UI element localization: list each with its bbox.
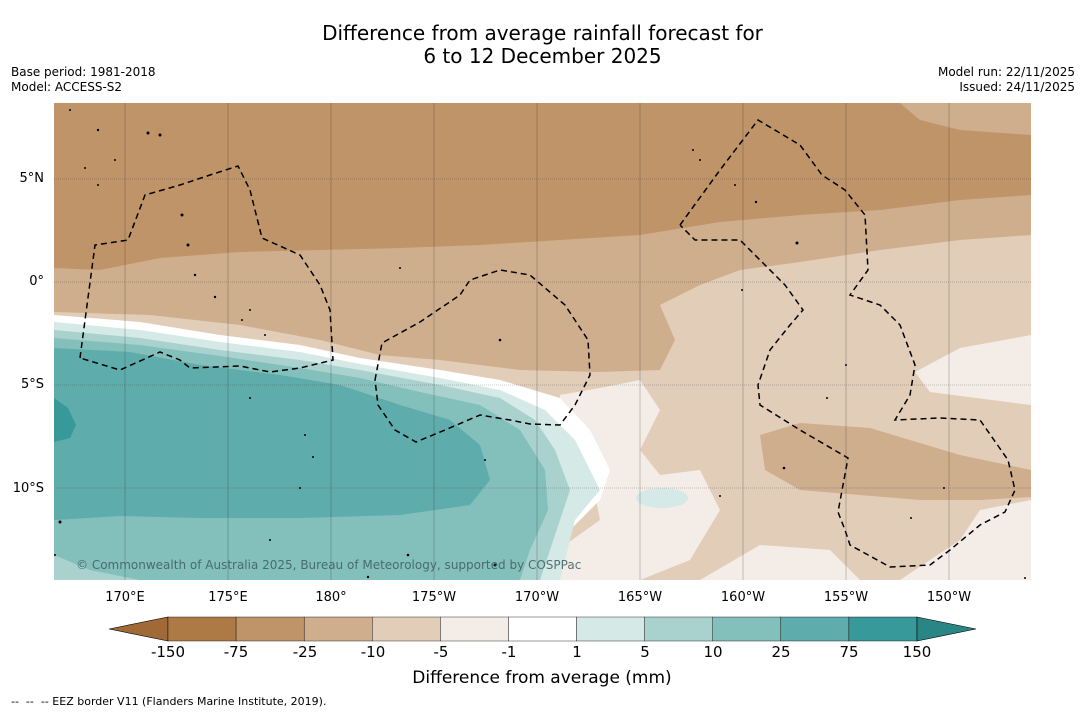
graticule bbox=[54, 103, 1031, 580]
band-dark-teal bbox=[54, 398, 76, 442]
colorbar-bins bbox=[167, 616, 918, 642]
cb-label-8: 10 bbox=[703, 643, 723, 661]
model-run: Model run: 22/11/2025 bbox=[937, 65, 1075, 79]
lon-tick-155w: 155°W bbox=[823, 590, 869, 605]
band-dark-tan bbox=[54, 103, 1031, 270]
lat-tick-5s: 5°S bbox=[20, 377, 44, 392]
lon-tick-160w: 160°W bbox=[720, 590, 766, 605]
colorbar-bin-7 bbox=[644, 616, 713, 642]
cb-label-5: -1 bbox=[501, 643, 517, 661]
cb-label-0: -150 bbox=[150, 643, 186, 661]
colorbar-bin-6 bbox=[576, 616, 645, 642]
islands bbox=[54, 109, 1026, 579]
title-line-2: 6 to 12 December 2025 bbox=[423, 44, 662, 68]
map-fill bbox=[54, 103, 1031, 580]
chart-title: Difference from average rainfall forecas… bbox=[0, 22, 1085, 68]
lon-tick-170w: 170°W bbox=[514, 590, 560, 605]
cb-label-11: 150 bbox=[902, 643, 932, 661]
cb-label-1: -75 bbox=[223, 643, 249, 661]
title-line-1: Difference from average rainfall forecas… bbox=[322, 21, 763, 45]
cb-label-7: 5 bbox=[640, 643, 650, 661]
colorbar-bin-5 bbox=[508, 616, 577, 642]
colorbar-bin-9 bbox=[780, 616, 850, 642]
issued-date: Issued: 24/11/2025 bbox=[959, 80, 1075, 94]
blob-pale-teal bbox=[636, 488, 688, 508]
colorbar-bin-10 bbox=[848, 616, 918, 642]
lon-tick-170e: 170°E bbox=[105, 590, 145, 605]
lat-tick-10s: 10°S bbox=[12, 481, 44, 496]
rainfall-map bbox=[54, 103, 1031, 580]
colorbar-under-arrow bbox=[108, 616, 169, 642]
lon-tick-165w: 165°W bbox=[617, 590, 663, 605]
cb-label-9: 25 bbox=[771, 643, 791, 661]
colorbar-title: Difference from average (mm) bbox=[412, 668, 672, 688]
colorbar-bin-2 bbox=[303, 616, 373, 642]
eez-borders bbox=[79, 119, 1016, 568]
lon-tick-150w: 150°W bbox=[926, 590, 972, 605]
base-period: Base period: 1981-2018 bbox=[11, 65, 156, 79]
eez-legend: -- -- -- EEZ border V11 (Flanders Marine… bbox=[11, 695, 327, 708]
cb-label-6: 1 bbox=[572, 643, 582, 661]
colorbar-bin-0 bbox=[167, 616, 237, 642]
lat-tick-5n: 5°N bbox=[19, 171, 45, 186]
band-vlight-s bbox=[700, 545, 860, 580]
meta-right: Model run: 22/11/2025 Issued: 24/11/2025 bbox=[938, 65, 1075, 95]
model-name: Model: ACCESS-S2 bbox=[11, 80, 123, 94]
lon-tick-180: 180° bbox=[315, 590, 347, 605]
cb-label-10: 75 bbox=[839, 643, 859, 661]
copyright-notice: © Commonwealth of Australia 2025, Bureau… bbox=[76, 558, 582, 572]
colorbar-bin-8 bbox=[712, 616, 782, 642]
colorbar-bin-3 bbox=[372, 616, 441, 642]
band-vlight-se bbox=[900, 500, 1031, 580]
lat-tick-0: 0° bbox=[29, 274, 44, 289]
cb-label-2: -25 bbox=[292, 643, 318, 661]
meta-left: Base period: 1981-2018 Model: ACCESS-S2 bbox=[11, 65, 156, 95]
cb-label-3: -10 bbox=[360, 643, 386, 661]
band-vlight-e bbox=[915, 335, 1031, 405]
band-med-tan-south bbox=[760, 423, 1031, 500]
lon-tick-175w: 175°W bbox=[411, 590, 457, 605]
colorbar-bin-4 bbox=[440, 616, 509, 642]
band-teal bbox=[54, 348, 490, 520]
lon-tick-175e: 175°E bbox=[208, 590, 248, 605]
cb-label-4: -5 bbox=[433, 643, 449, 661]
colorbar-bin-1 bbox=[235, 616, 305, 642]
colorbar-over-arrow bbox=[916, 616, 977, 642]
